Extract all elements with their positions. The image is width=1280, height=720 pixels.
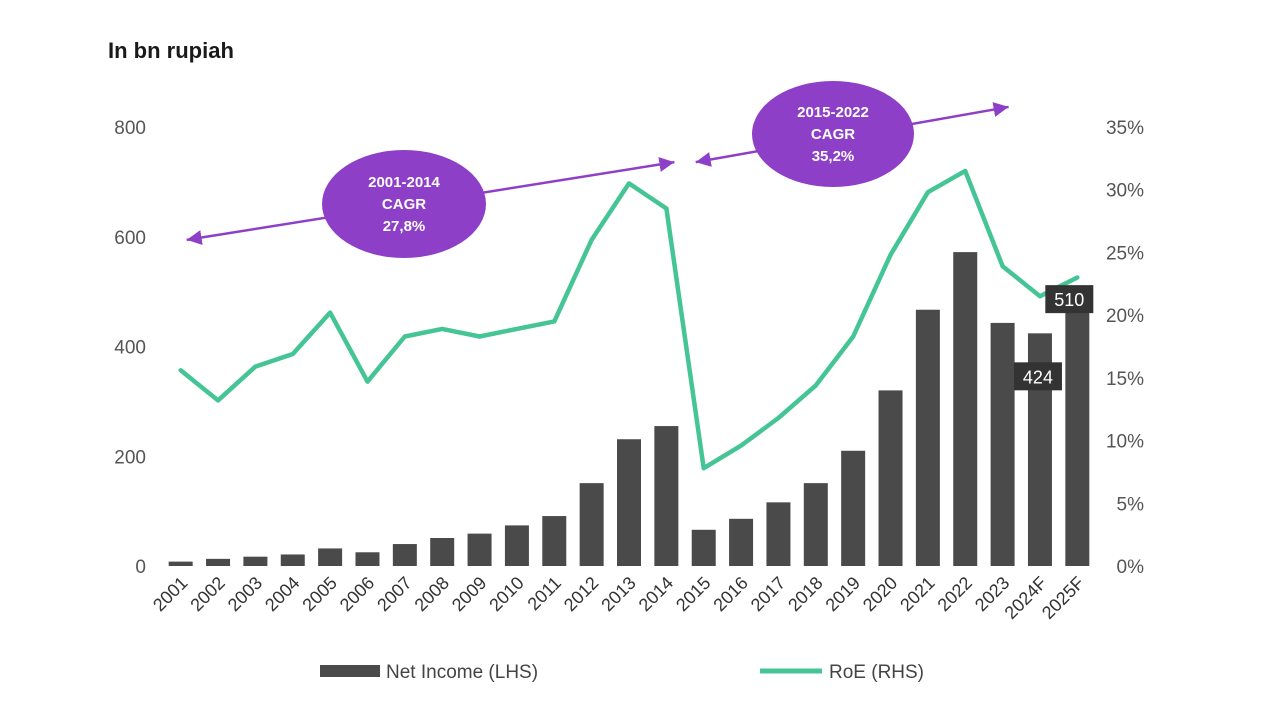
x-tick-label: 2006 bbox=[336, 573, 378, 615]
bar-2025F bbox=[1065, 286, 1090, 566]
x-tick-label: 2021 bbox=[896, 573, 938, 615]
bar-2011 bbox=[542, 516, 567, 566]
cagr-bubble-text: 2015-2022 bbox=[797, 104, 869, 121]
right-tick-label: 0% bbox=[1117, 557, 1145, 578]
x-tick-label: 2009 bbox=[448, 573, 490, 615]
bar-2020 bbox=[878, 390, 903, 566]
x-tick-label: 2007 bbox=[373, 573, 415, 615]
bar-2013 bbox=[617, 439, 641, 566]
line-series bbox=[178, 168, 1080, 471]
bar-2001 bbox=[168, 561, 193, 566]
x-tick-label: 2011 bbox=[524, 573, 566, 615]
legend-label-net-income: Net Income (LHS) bbox=[386, 662, 538, 683]
x-tick-label: 2003 bbox=[224, 573, 266, 615]
left-tick-label: 0 bbox=[135, 557, 146, 578]
x-tick-label: 2025F bbox=[1038, 573, 1088, 623]
bar-2005 bbox=[318, 548, 343, 566]
x-axis-labels: 2001200220032004200520062007200820092010… bbox=[149, 573, 1088, 623]
legend-swatch-net-income bbox=[320, 665, 380, 677]
cagr-bubble-text: 27,8% bbox=[383, 218, 426, 235]
chart-title: In bn rupiah bbox=[108, 38, 234, 63]
legend-label-roe: RoE (RHS) bbox=[829, 662, 924, 683]
data-label-2024F: 424 bbox=[1023, 367, 1053, 387]
cagr-bubble bbox=[752, 81, 914, 187]
cagr-bubble-text: CAGR bbox=[382, 196, 426, 213]
bar-2018 bbox=[803, 483, 828, 566]
x-tick-label: 2004 bbox=[261, 573, 303, 615]
bar-2015 bbox=[691, 529, 716, 566]
bar-2014 bbox=[654, 426, 679, 566]
cagr-bubble-text: CAGR bbox=[811, 126, 855, 143]
left-tick-label: 600 bbox=[114, 228, 146, 249]
x-tick-label: 2020 bbox=[859, 573, 901, 615]
bar-2021 bbox=[915, 309, 940, 566]
left-tick-label: 800 bbox=[114, 118, 146, 139]
bar-series bbox=[168, 252, 1090, 567]
bar-2023 bbox=[990, 322, 1015, 566]
right-tick-label: 15% bbox=[1106, 369, 1144, 390]
x-tick-label: 2010 bbox=[485, 573, 527, 615]
bar-2019 bbox=[841, 450, 866, 566]
right-tick-label: 10% bbox=[1106, 432, 1144, 453]
bar-2009 bbox=[467, 533, 492, 566]
x-tick-label: 2019 bbox=[822, 573, 864, 615]
bar-2002 bbox=[206, 558, 231, 566]
x-tick-label: 2017 bbox=[747, 573, 789, 615]
cagr-bubble-text: 35,2% bbox=[812, 148, 855, 165]
x-tick-label: 2002 bbox=[186, 573, 228, 615]
bar-2017 bbox=[766, 502, 791, 566]
data-label-box bbox=[1013, 362, 1062, 391]
roe-line bbox=[178, 168, 1080, 471]
right-tick-label: 30% bbox=[1106, 181, 1144, 202]
left-tick-label: 200 bbox=[114, 447, 146, 468]
bar-2008 bbox=[430, 538, 455, 566]
data-label-2025F: 510 bbox=[1054, 290, 1084, 310]
right-tick-label: 35% bbox=[1106, 118, 1144, 139]
cagr-bubble-text: 2001-2014 bbox=[368, 174, 440, 191]
data-labels: 424 510 bbox=[1013, 285, 1094, 391]
x-tick-label: 2005 bbox=[298, 573, 340, 615]
x-tick-label: 2018 bbox=[784, 573, 826, 615]
bar-2016 bbox=[729, 518, 754, 566]
bar-2007 bbox=[392, 544, 417, 566]
x-tick-label: 2022 bbox=[934, 573, 976, 615]
cagr-bubble bbox=[322, 150, 486, 258]
legend: Net Income (LHS) RoE (RHS) bbox=[320, 662, 924, 683]
right-tick-label: 20% bbox=[1106, 306, 1144, 327]
x-tick-label: 2014 bbox=[635, 573, 677, 615]
x-tick-label: 2012 bbox=[560, 573, 602, 615]
x-tick-label: 2013 bbox=[597, 573, 639, 615]
x-tick-label: 2016 bbox=[709, 573, 751, 615]
right-axis: 0% 5% 10% 15% 20% 25% 30% 35% bbox=[1106, 118, 1144, 578]
right-tick-label: 5% bbox=[1117, 494, 1145, 515]
bar-2003 bbox=[243, 556, 268, 566]
bar-2004 bbox=[280, 554, 305, 566]
right-tick-label: 25% bbox=[1106, 243, 1144, 264]
bar-2006 bbox=[355, 552, 380, 566]
x-tick-label: 2008 bbox=[411, 573, 453, 615]
x-tick-label: 2015 bbox=[672, 573, 714, 615]
left-axis: 0 200 400 600 800 bbox=[114, 118, 146, 578]
cagr-annotations: 2001-2014 CAGR 27,8% 2015-2022 CAGR 35,2% bbox=[186, 81, 1009, 258]
data-label-box bbox=[1045, 285, 1094, 314]
bar-2010 bbox=[504, 525, 529, 566]
bar-2012 bbox=[579, 483, 604, 566]
left-tick-label: 400 bbox=[114, 338, 146, 359]
x-tick-label: 2001 bbox=[149, 573, 191, 615]
bar-2022 bbox=[953, 252, 978, 567]
